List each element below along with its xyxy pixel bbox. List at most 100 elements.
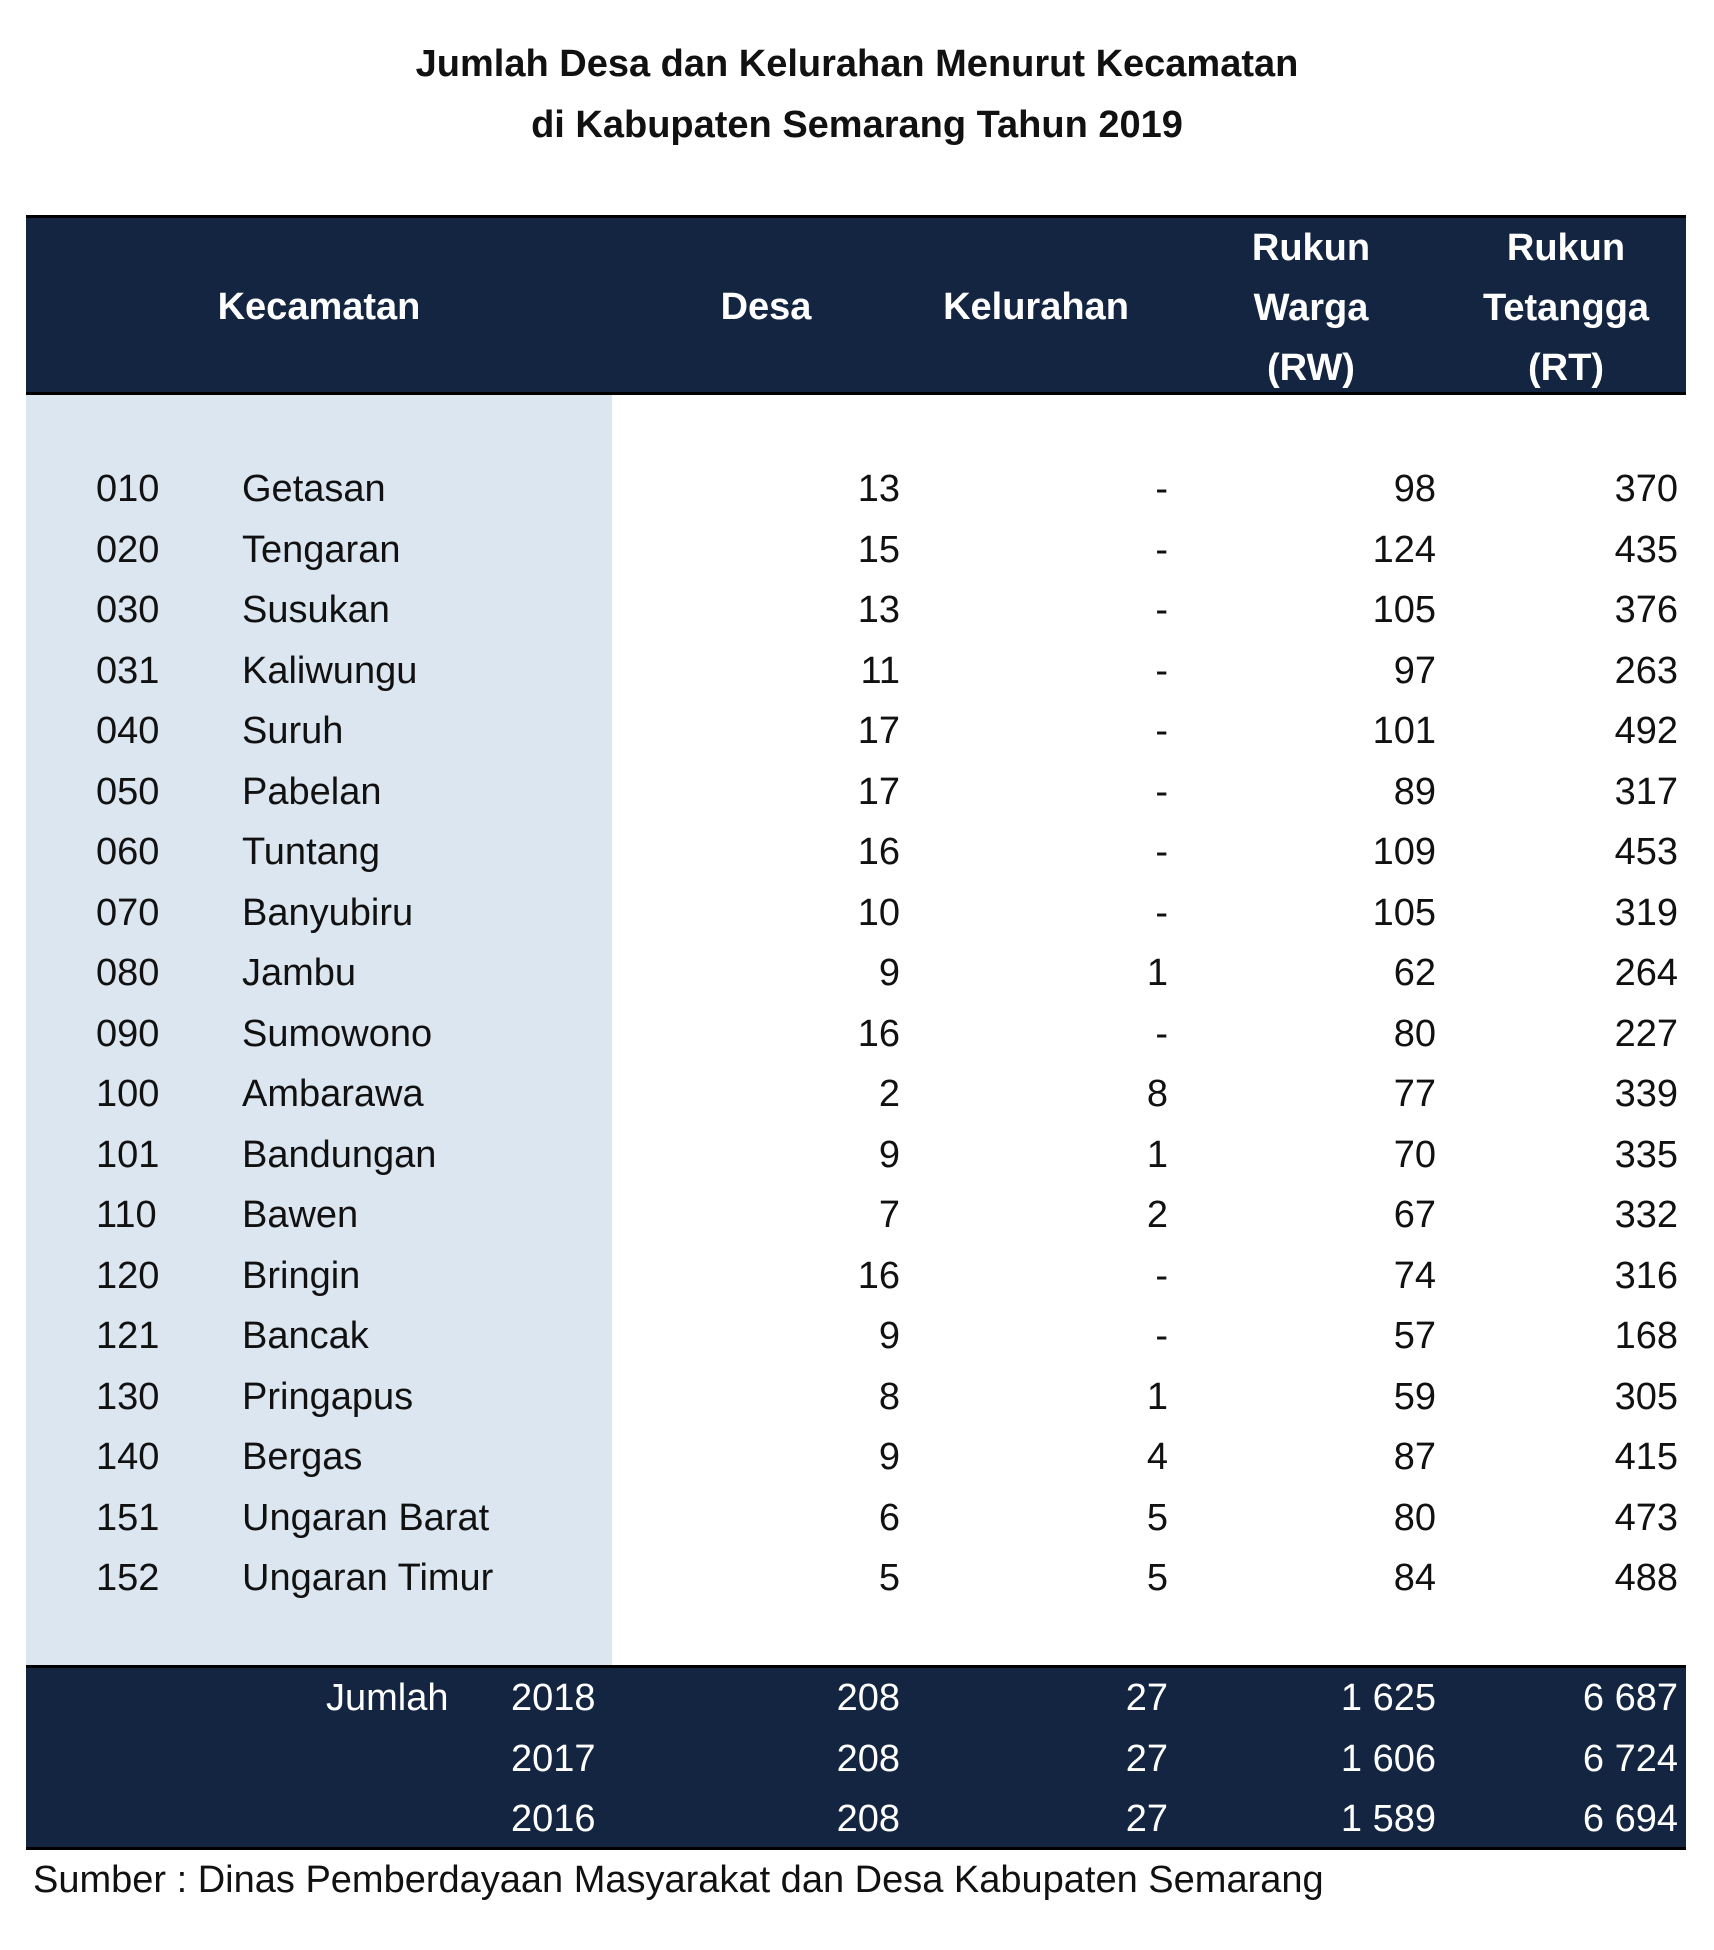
desa-count: 9 [878,1315,900,1357]
totals-row: 2016 208 27 1 589 6 694 [26,1789,1686,1850]
totals-row: Jumlah 2018 208 27 1 625 6 687 [26,1668,1686,1729]
kecamatan-name: Ungaran Timur [242,1557,494,1599]
kecamatan-name: Sumowono [242,1012,433,1055]
desa-count: 13 [857,589,900,631]
kecamatan-code: 030 [96,589,160,631]
rw-count: 74 [1393,1254,1436,1297]
rw-count: 70 [1393,1133,1436,1176]
kecamatan-name: Jambu [242,952,357,994]
rt-count: 415 [1614,1436,1678,1478]
rw-count: 89 [1393,770,1436,813]
kecamatan-name: Tengaran [242,528,401,571]
table-row: 090 Sumowono 16 - 80 227 [26,1004,1686,1065]
totals-row: 2017 208 27 1 606 6 724 [26,1729,1686,1790]
rt-count: 339 [1614,1073,1678,1115]
kelurahan-count: - [1155,528,1168,571]
rt-count: 316 [1614,1254,1678,1297]
desa-count: 9 [878,952,900,994]
rt-count: 264 [1614,952,1678,994]
rw-count: 57 [1393,1315,1436,1357]
kelurahan-count: - [1155,468,1168,510]
kecamatan-code: 101 [96,1133,160,1176]
kelurahan-count: 1 [1146,1133,1168,1176]
table-subtitle: di Kabupaten Semarang Tahun 2019 [531,104,1183,146]
rw-count: 87 [1393,1436,1436,1478]
table-title: Jumlah Desa dan Kelurahan Menurut Kecama… [415,43,1299,85]
totals-label: Jumlah [326,1677,449,1719]
rt-count: 492 [1614,710,1678,752]
source-note: Sumber : Dinas Pemberdayaan Masyarakat d… [33,1859,1324,1901]
kelurahan-count: - [1155,1254,1168,1297]
header-rt-line2: Tetangga [1482,287,1650,329]
totals-desa: 208 [836,1737,900,1780]
totals-desa: 208 [836,1798,900,1840]
kecamatan-code: 080 [96,952,160,994]
kecamatan-name: Pringapus [242,1375,414,1418]
table-row: 151 Ungaran Barat 6 5 80 473 [26,1488,1686,1549]
kelurahan-count: - [1155,891,1168,934]
rt-count: 488 [1614,1557,1678,1599]
rt-count: 435 [1614,528,1678,571]
rw-count: 80 [1393,1496,1436,1539]
desa-count: 16 [857,1254,900,1297]
totals-kelurahan: 27 [1125,1798,1168,1840]
header-rt-line1: Rukun [1506,227,1626,269]
kelurahan-count: 5 [1146,1496,1168,1539]
rw-count: 97 [1393,649,1436,692]
totals-rw: 1 606 [1340,1737,1436,1780]
kecamatan-name: Bawen [242,1194,359,1236]
table-row: 060 Tuntang 16 - 109 453 [26,822,1686,883]
table-row: 100 Ambarawa 2 8 77 339 [26,1064,1686,1125]
kecamatan-code: 140 [96,1436,160,1478]
kecamatan-code: 120 [96,1254,160,1297]
kecamatan-code: 040 [96,710,160,752]
kecamatan-name: Pabelan [242,770,382,813]
desa-count: 13 [857,468,900,510]
kelurahan-count: - [1155,710,1168,752]
header-rw-line3: (RW) [1267,347,1355,389]
header-kelurahan: Kelurahan [943,286,1129,328]
kecamatan-code: 121 [96,1315,160,1357]
rw-count: 77 [1393,1073,1436,1115]
kelurahan-count: 2 [1146,1194,1168,1236]
rt-count: 317 [1614,770,1678,813]
kelurahan-count: 8 [1146,1073,1168,1115]
kecamatan-name: Suruh [242,710,344,752]
kecamatan-code: 070 [96,891,160,934]
table-row: 040 Suruh 17 - 101 492 [26,701,1686,762]
table-row: 070 Banyubiru 10 - 105 319 [26,883,1686,944]
rt-count: 332 [1614,1194,1678,1236]
kecamatan-code: 050 [96,770,160,813]
kelurahan-count: - [1155,831,1168,873]
rt-count: 376 [1614,589,1678,631]
kecamatan-name: Kaliwungu [242,649,418,692]
kelurahan-count: 1 [1146,1375,1168,1418]
rt-count: 453 [1614,831,1678,873]
rw-count: 98 [1393,468,1436,510]
desa-count: 17 [857,770,900,813]
kecamatan-code: 100 [96,1073,160,1115]
rw-count: 101 [1372,710,1436,752]
rt-count: 370 [1614,468,1678,510]
kecamatan-code: 152 [96,1557,160,1599]
totals-year: 2018 [511,1677,596,1719]
rt-count: 305 [1614,1375,1678,1418]
rw-count: 84 [1393,1557,1436,1599]
desa-count: 9 [878,1436,900,1478]
kecamatan-name: Ungaran Barat [242,1496,490,1539]
kecamatan-name: Getasan [242,468,386,510]
kelurahan-count: - [1155,649,1168,692]
header-rukun-warga: Rukun Warga (RW) [1176,218,1446,398]
table-header: Kecamatan Desa Kelurahan Rukun Warga (RW… [26,215,1686,395]
kecamatan-code: 151 [96,1496,160,1539]
rw-count: 105 [1372,589,1436,631]
kecamatan-name: Bergas [242,1436,363,1478]
kecamatan-name: Bringin [242,1254,361,1297]
table-row: 010 Getasan 13 - 98 370 [26,459,1686,520]
table-row: 080 Jambu 9 1 62 264 [26,943,1686,1004]
totals-kelurahan: 27 [1125,1677,1168,1719]
kelurahan-count: 5 [1146,1557,1168,1599]
kecamatan-code: 010 [96,468,160,510]
totals-year: 2016 [511,1798,596,1840]
desa-count: 2 [878,1073,900,1115]
